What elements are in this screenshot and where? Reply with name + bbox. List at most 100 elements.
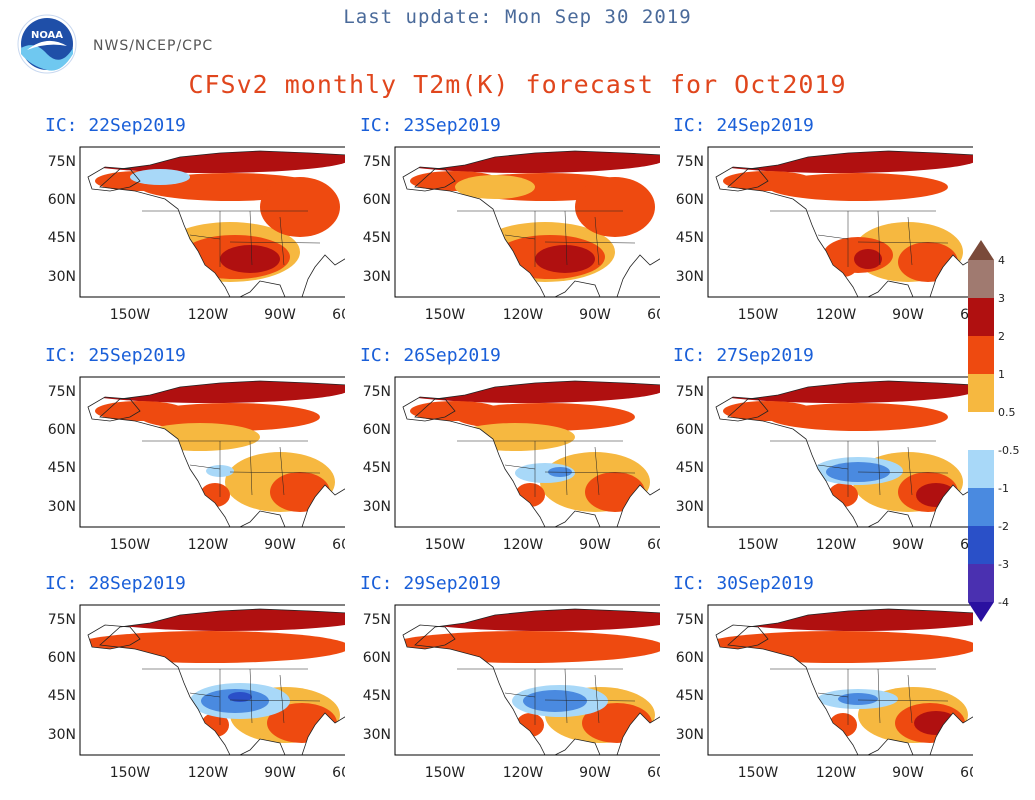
panel-ic-label: IC: 26Sep2019 xyxy=(360,345,501,366)
lat-label: 60N xyxy=(676,192,704,208)
lat-label: 30N xyxy=(48,269,76,285)
colorbar-label: 1 xyxy=(998,368,1005,381)
forecast-map: 75N60N45N30N150W120W90W60W xyxy=(48,376,345,553)
lat-label: 30N xyxy=(363,499,391,515)
lon-label: 60W xyxy=(332,307,345,323)
lat-label: 45N xyxy=(363,688,391,704)
forecast-map: 75N60N45N30N150W120W90W60W xyxy=(363,376,660,553)
lon-label: 150W xyxy=(110,765,151,781)
lat-label: 75N xyxy=(363,612,391,628)
lat-label: 45N xyxy=(363,460,391,476)
forecast-panel: IC: 22Sep2019 75N 60N 45N 30N 150W 120W 90W 60W xyxy=(45,115,345,335)
header: NOAA Last update: Mon Sep 30 2019 NWS/NC… xyxy=(0,0,1035,110)
lon-label: 150W xyxy=(738,537,779,553)
lat-label: 45N xyxy=(363,230,391,246)
lon-label: 120W xyxy=(816,537,857,553)
colorbar-label: 3 xyxy=(998,292,1005,305)
noaa-logo-icon: NOAA xyxy=(17,14,77,74)
page-title: CFSv2 monthly T2m(K) forecast for Oct201… xyxy=(188,70,847,99)
forecast-panel: IC: 30Sep2019 75N 60N 45N 30N 150W 120W 90W 60W xyxy=(673,573,973,793)
forecast-panel: IC: 27Sep201975N60N45N30N150W120W90W60W xyxy=(673,345,973,565)
forecast-map: 75N 60N 45N 30N 150W 120W 90W 60W xyxy=(48,604,345,781)
lon-label: 150W xyxy=(425,765,466,781)
lon-label: 120W xyxy=(816,765,857,781)
colorbar-segment xyxy=(968,412,994,450)
lat-label: 45N xyxy=(48,230,76,246)
lon-label: 60W xyxy=(647,307,660,323)
colorbar-label: 0.5 xyxy=(998,406,1016,419)
colorbar-bottom-arrow xyxy=(968,602,994,622)
anomaly-shading xyxy=(716,151,973,282)
lat-label: 60N xyxy=(676,422,704,438)
forecast-panel: IC: 24Sep201975N60N45N30N150W120W90W60W xyxy=(673,115,973,335)
panel-ic-label: IC: 28Sep2019 xyxy=(45,573,186,594)
lat-label: 45N xyxy=(48,688,76,704)
lon-label: 120W xyxy=(188,307,229,323)
panel-ic-label: IC: 29Sep2019 xyxy=(360,573,501,594)
svg-text:NOAA: NOAA xyxy=(31,30,63,41)
lon-label: 150W xyxy=(738,765,779,781)
lat-label: 45N xyxy=(676,460,704,476)
lat-label: 30N xyxy=(363,727,391,743)
last-update-text: Last update: Mon Sep 30 2019 xyxy=(343,6,692,28)
panel-ic-label: IC: 22Sep2019 xyxy=(45,115,186,136)
lon-label: 90W xyxy=(579,307,611,323)
lat-label: 60N xyxy=(48,192,76,208)
lon-label: 90W xyxy=(264,307,296,323)
colorbar-segment xyxy=(968,450,994,488)
lat-label: 60N xyxy=(363,192,391,208)
lat-label: 75N xyxy=(48,384,76,400)
lat-label: 60N xyxy=(363,422,391,438)
lon-label: 60W xyxy=(647,765,660,781)
lat-label: 30N xyxy=(676,499,704,515)
lat-label: 45N xyxy=(48,460,76,476)
panel-ic-label: IC: 25Sep2019 xyxy=(45,345,186,366)
panel-ic-label: IC: 24Sep2019 xyxy=(673,115,814,136)
colorbar-segment xyxy=(968,298,994,336)
forecast-map: 75N60N45N30N150W120W90W60W xyxy=(48,146,345,323)
colorbar-top-arrow xyxy=(968,240,994,260)
forecast-map: 75N60N45N30N150W120W90W60W xyxy=(363,604,660,781)
forecast-map: 75N60N45N30N150W120W90W60W xyxy=(676,146,973,323)
colorbar-segment xyxy=(968,374,994,412)
lon-label: 60W xyxy=(332,765,345,781)
lat-label: 60N xyxy=(48,650,76,666)
forecast-map: 75N60N45N30N150W120W90W60W xyxy=(676,604,973,781)
colorbar-label: 2 xyxy=(998,330,1005,343)
colorbar-label: 4 xyxy=(998,254,1005,267)
lon-label: 60W xyxy=(332,537,345,553)
lat-label: 75N xyxy=(363,154,391,170)
lat-label: 60N xyxy=(363,650,391,666)
colorbar-segment xyxy=(968,488,994,526)
lon-label: 90W xyxy=(892,765,924,781)
lat-label: 75N xyxy=(48,612,76,628)
lon-label: 120W xyxy=(816,307,857,323)
colorbar-label: -4 xyxy=(998,596,1009,609)
lat-label: 75N xyxy=(48,154,76,170)
lon-label: 150W xyxy=(425,537,466,553)
forecast-map: 75N60N45N30N150W120W90W60W xyxy=(363,146,660,323)
lat-label: 75N xyxy=(363,384,391,400)
lon-label: 150W xyxy=(110,537,151,553)
lat-label: 45N xyxy=(676,230,704,246)
colorbar-segment xyxy=(968,336,994,374)
forecast-panel: IC: 28Sep2019 75N 60N 45N 30N 150W 120W 90W 60W xyxy=(45,573,345,793)
lon-label: 90W xyxy=(264,765,296,781)
lon-label: 120W xyxy=(188,765,229,781)
lon-label: 150W xyxy=(425,307,466,323)
lon-label: 120W xyxy=(503,765,544,781)
forecast-panel: IC: 29Sep2019 75N 60N 45N 30N 150W 120W 90W 60W xyxy=(360,573,660,793)
lat-label: 60N xyxy=(676,650,704,666)
panel-ic-label: IC: 30Sep2019 xyxy=(673,573,814,594)
lon-label: 120W xyxy=(188,537,229,553)
lon-label: 150W xyxy=(738,307,779,323)
colorbar-segment xyxy=(968,260,994,298)
lon-label: 60W xyxy=(960,765,973,781)
lon-label: 90W xyxy=(264,537,296,553)
lat-label: 30N xyxy=(48,499,76,515)
panel-ic-label: IC: 23Sep2019 xyxy=(360,115,501,136)
lat-label: 30N xyxy=(48,727,76,743)
lat-label: 75N xyxy=(676,384,704,400)
colorbar-segment xyxy=(968,526,994,564)
panel-ic-label: IC: 27Sep2019 xyxy=(673,345,814,366)
